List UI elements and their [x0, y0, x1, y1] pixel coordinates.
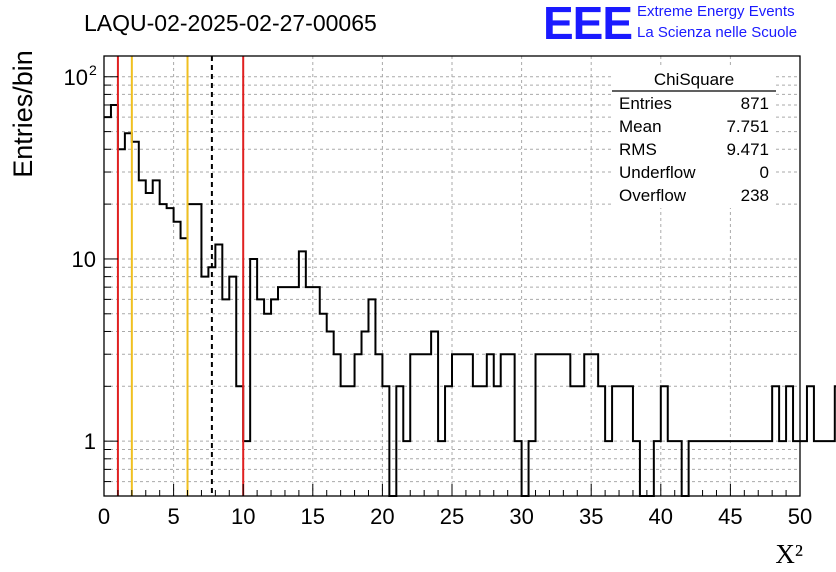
stats-value: 238 [741, 186, 769, 205]
x-tick-label: 20 [370, 504, 394, 529]
stats-value: 7.751 [726, 117, 769, 136]
x-tick-label: 45 [718, 504, 742, 529]
histogram-outline [104, 103, 836, 497]
stats-label: Overflow [619, 186, 687, 205]
stats-background [612, 66, 776, 208]
stats-label: Mean [619, 117, 662, 136]
y-tick-label: 1 [84, 429, 96, 454]
stats-label: RMS [619, 140, 657, 159]
stats-value: 871 [741, 94, 769, 113]
reference-lines [116, 56, 245, 496]
x-tick-label: 15 [301, 504, 325, 529]
stats-value: 9.471 [726, 140, 769, 159]
stats-name: ChiSquare [654, 70, 734, 89]
y-axis-label: Entries/bin [8, 50, 38, 178]
stats-label: Entries [619, 94, 672, 113]
chart-title: LAQU-02-2025-02-27-00065 [84, 10, 377, 36]
stats-label: Underflow [619, 163, 696, 182]
y-tick-label: 10 [64, 65, 88, 90]
x-tick-label: 10 [231, 504, 255, 529]
x-tick-label: 40 [649, 504, 673, 529]
x-tick-label: 0 [98, 504, 110, 529]
eee-logo: EEE [543, 0, 633, 49]
logo-line-1: Extreme Energy Events [637, 3, 795, 20]
x-tick-label: 35 [579, 504, 603, 529]
y-tick-exponent: 2 [89, 62, 97, 78]
x-axis-label: X² [775, 539, 803, 569]
x-tick-label: 25 [440, 504, 464, 529]
histogram-bars [104, 103, 836, 497]
y-tick-label: 10 [72, 247, 96, 272]
grid-lines [104, 56, 800, 497]
stats-value: 0 [760, 163, 769, 182]
x-tick-label: 5 [167, 504, 179, 529]
stats-box: ChiSquare Entries 871 Mean 7.751 RMS 9.471 Unde… [612, 66, 776, 208]
x-tick-label: 50 [788, 504, 812, 529]
x-tick-label: 30 [509, 504, 533, 529]
logo-line-2: La Scienza nelle Scuole [637, 24, 798, 41]
